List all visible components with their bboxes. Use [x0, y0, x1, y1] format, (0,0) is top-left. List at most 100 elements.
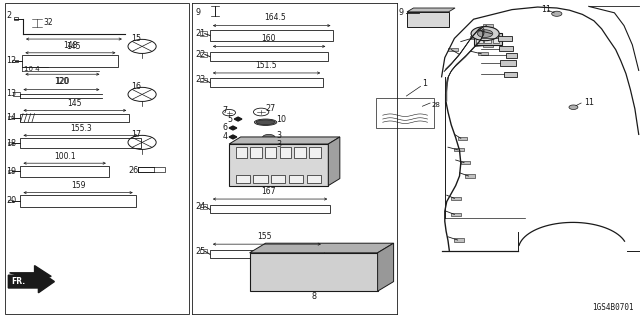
Bar	[8, 142, 13, 144]
Bar	[5, 3, 189, 314]
Bar	[476, 35, 483, 43]
Polygon shape	[229, 137, 340, 144]
Bar	[483, 24, 493, 27]
Bar	[200, 249, 207, 253]
Bar	[289, 175, 303, 183]
Text: 2: 2	[6, 12, 12, 20]
Bar	[451, 213, 461, 216]
Bar	[483, 44, 493, 47]
Bar	[498, 36, 512, 41]
Text: 32: 32	[44, 18, 53, 27]
Bar	[210, 30, 333, 41]
Bar	[500, 60, 516, 66]
Bar	[210, 78, 323, 87]
Bar	[12, 60, 18, 62]
Bar	[200, 204, 207, 209]
Polygon shape	[234, 117, 242, 121]
Bar	[210, 250, 324, 258]
Text: 22: 22	[195, 50, 205, 59]
Bar	[309, 147, 321, 158]
Text: 167: 167	[262, 187, 276, 196]
Bar	[8, 116, 13, 119]
Text: 4: 4	[223, 132, 228, 141]
Bar	[200, 52, 207, 57]
Text: 14: 14	[6, 113, 17, 122]
Ellipse shape	[256, 120, 275, 124]
Text: 151.5: 151.5	[255, 61, 276, 70]
Circle shape	[477, 30, 493, 37]
Text: 15: 15	[131, 34, 141, 43]
Text: 16: 16	[131, 82, 141, 91]
Bar	[210, 52, 328, 61]
Bar	[236, 147, 247, 158]
Bar	[504, 72, 517, 77]
Bar	[307, 175, 321, 183]
Bar	[200, 78, 207, 82]
Text: 164.5: 164.5	[264, 13, 286, 22]
Bar	[236, 175, 250, 183]
Bar	[376, 98, 434, 128]
Text: 160: 160	[262, 34, 276, 43]
Bar	[271, 175, 285, 183]
Bar	[210, 205, 330, 213]
Text: 10 4: 10 4	[24, 66, 40, 72]
Text: 18: 18	[6, 139, 17, 148]
Text: 145: 145	[67, 42, 81, 51]
Bar	[250, 253, 378, 291]
Polygon shape	[378, 243, 394, 291]
Text: 7: 7	[223, 106, 228, 115]
Bar	[20, 114, 129, 122]
Bar	[22, 55, 118, 67]
Text: 26: 26	[128, 166, 138, 175]
Ellipse shape	[254, 119, 276, 125]
Bar	[20, 195, 136, 207]
Text: 12: 12	[6, 56, 17, 65]
Bar	[229, 144, 328, 186]
Bar	[458, 137, 467, 140]
Bar	[250, 147, 262, 158]
Bar	[20, 166, 109, 177]
Text: 1GS4B0701: 1GS4B0701	[592, 303, 634, 312]
Polygon shape	[250, 243, 394, 253]
Text: 24: 24	[195, 202, 205, 211]
Text: 17: 17	[131, 130, 141, 139]
Bar	[470, 36, 480, 39]
Text: 19: 19	[6, 167, 17, 176]
Bar	[200, 31, 207, 36]
Text: 159: 159	[71, 181, 85, 190]
Bar	[454, 238, 464, 242]
Text: 23: 23	[195, 76, 205, 84]
Bar	[294, 147, 306, 158]
Text: 155.3: 155.3	[70, 124, 92, 133]
Text: 145: 145	[68, 99, 82, 108]
Bar	[154, 167, 165, 172]
Text: 10: 10	[276, 115, 287, 124]
Polygon shape	[229, 126, 237, 130]
Text: 9: 9	[399, 8, 404, 17]
Text: 8: 8	[311, 292, 316, 301]
Bar	[280, 147, 291, 158]
Bar	[493, 35, 499, 43]
Bar	[14, 17, 18, 20]
Bar	[488, 32, 498, 35]
Text: 3: 3	[276, 132, 282, 140]
Bar	[448, 48, 458, 51]
Text: 6: 6	[223, 124, 228, 132]
Text: 100.1: 100.1	[54, 152, 76, 161]
Polygon shape	[229, 135, 237, 139]
Bar	[454, 148, 464, 151]
Text: 25: 25	[195, 247, 205, 256]
Bar	[451, 197, 461, 200]
Polygon shape	[8, 270, 54, 293]
Bar	[474, 33, 502, 45]
Polygon shape	[407, 8, 455, 12]
Text: 27: 27	[266, 104, 276, 113]
Bar	[484, 35, 491, 43]
Bar	[478, 52, 488, 55]
Bar	[20, 138, 141, 148]
Text: FR.: FR.	[12, 277, 26, 286]
Circle shape	[569, 105, 578, 109]
Text: 11: 11	[541, 5, 551, 14]
Text: 3: 3	[276, 140, 282, 149]
Bar	[13, 92, 20, 96]
